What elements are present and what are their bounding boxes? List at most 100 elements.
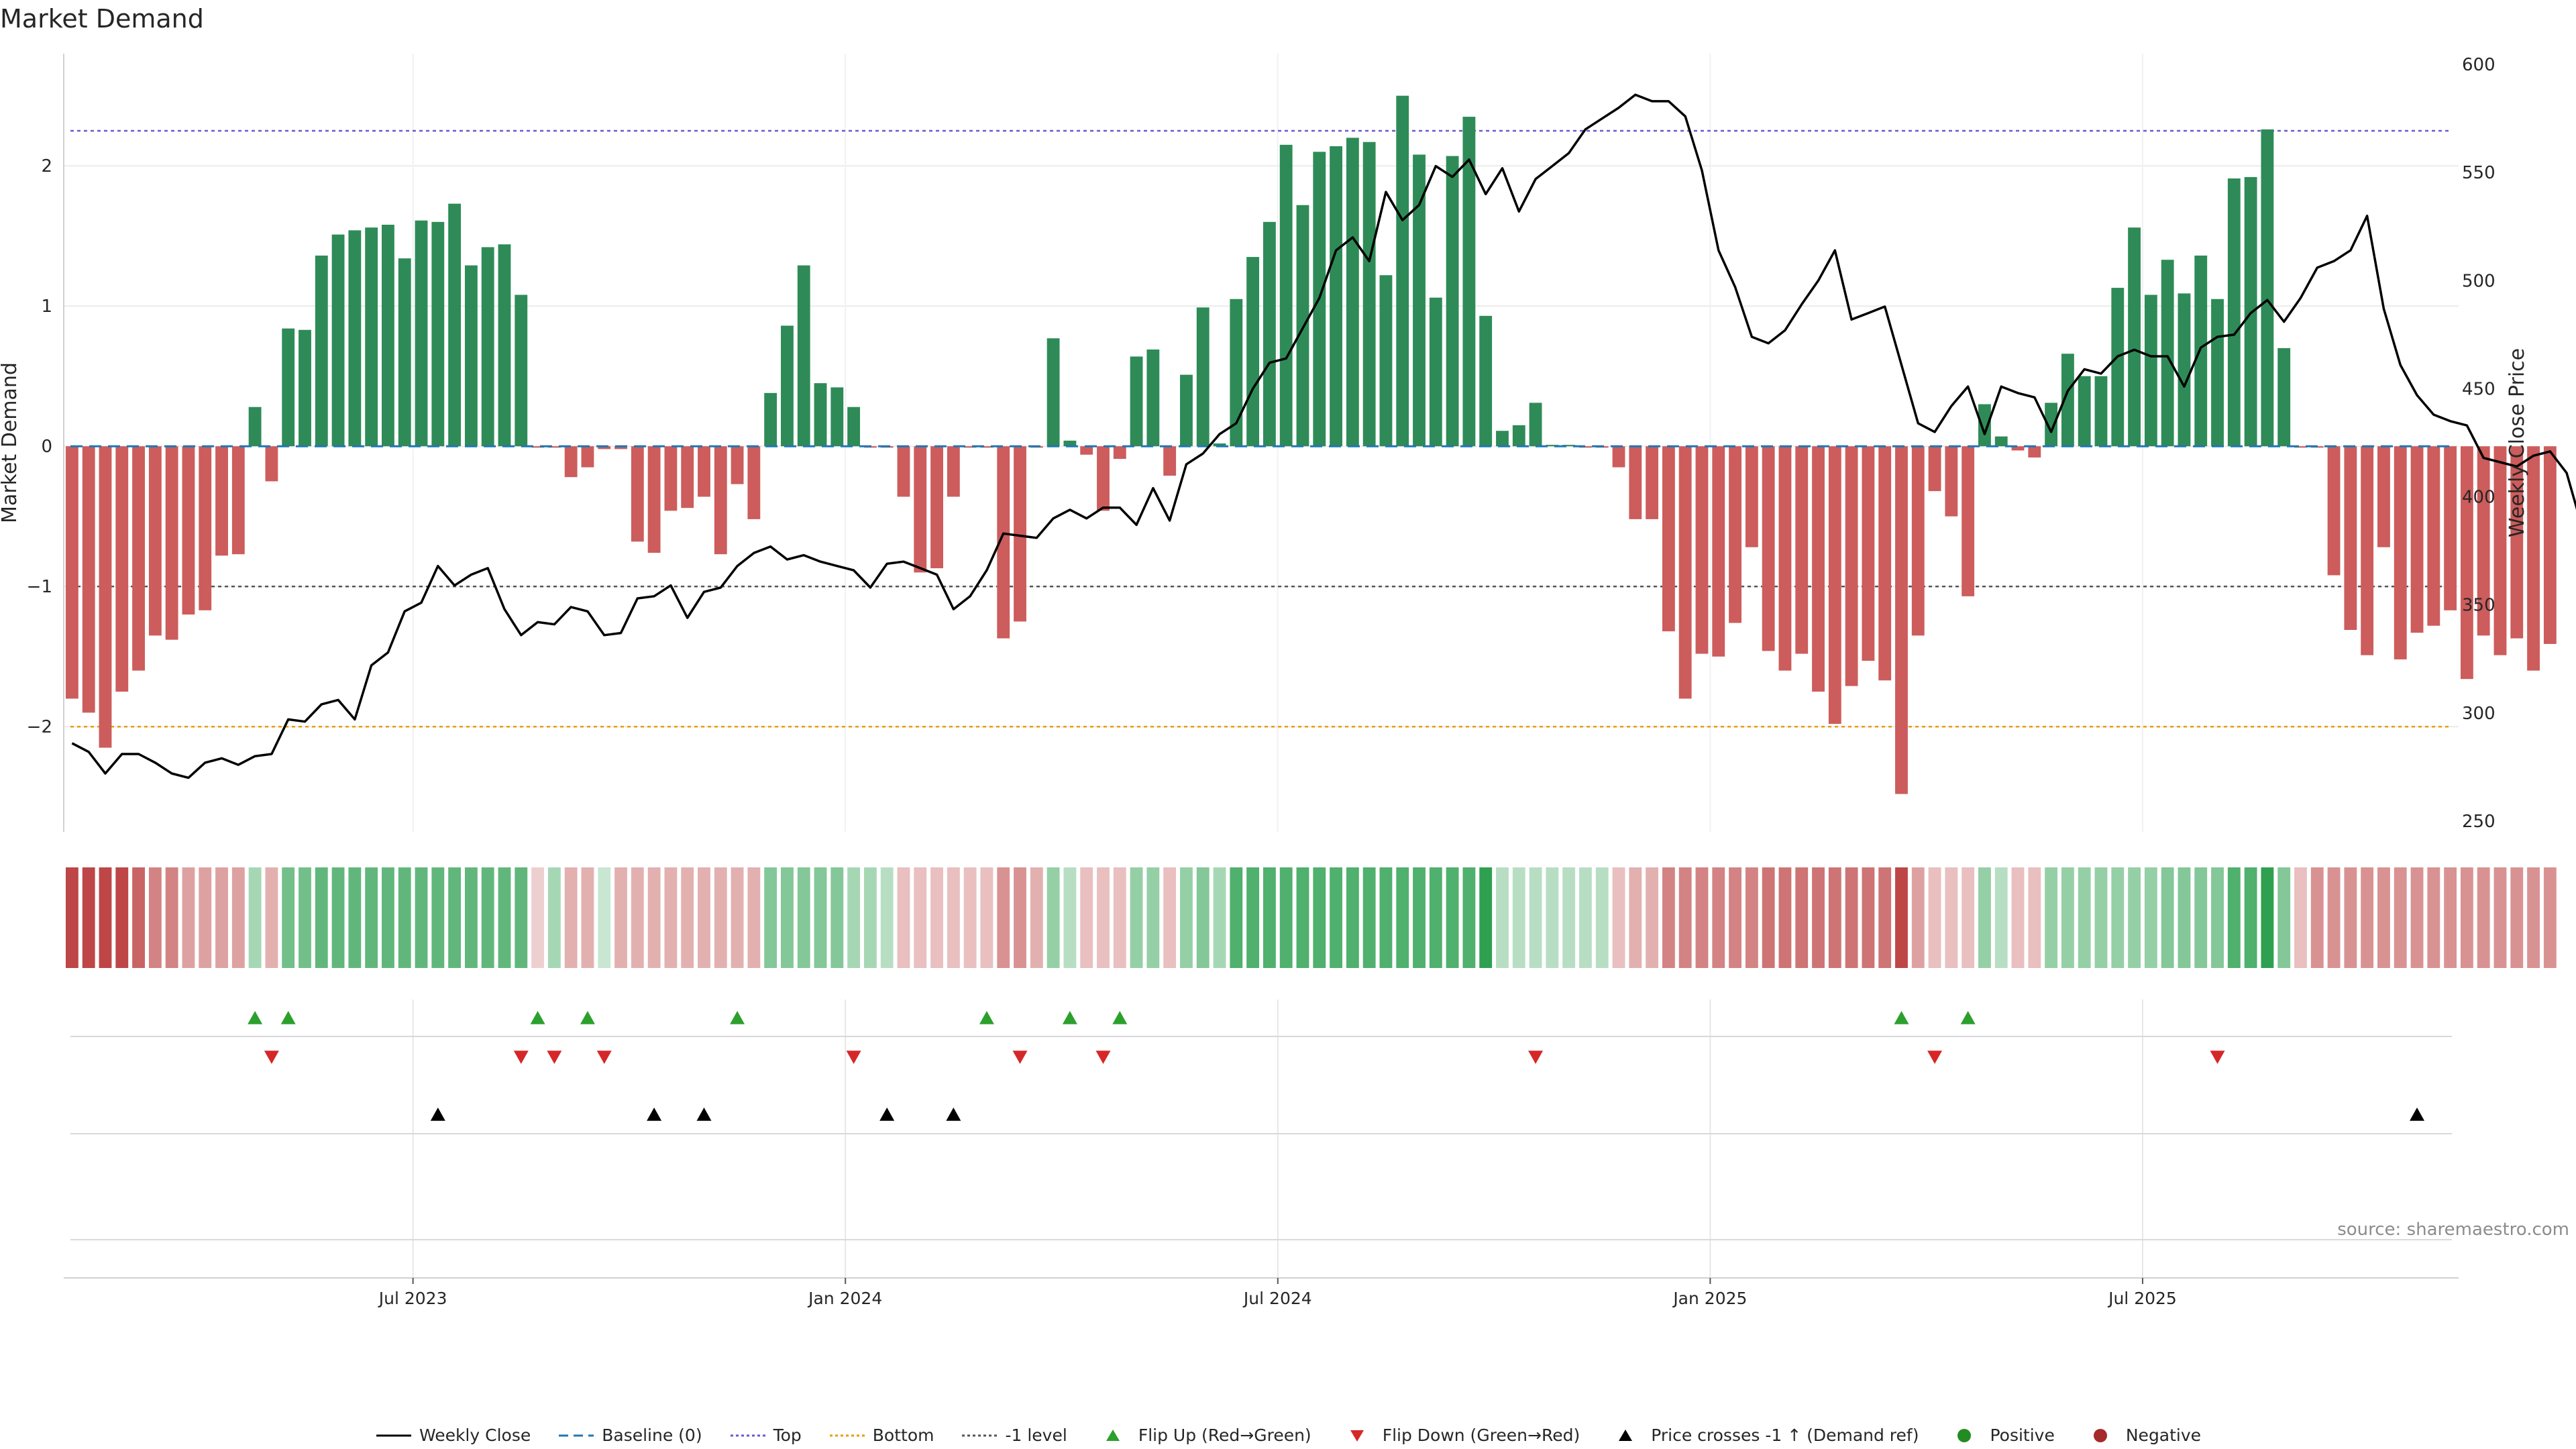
demand-bar	[1729, 446, 1741, 623]
flip-down-marker	[264, 1051, 279, 1064]
event-markers	[64, 1011, 2459, 1279]
demand-bar	[614, 446, 627, 449]
heat-cell	[498, 867, 511, 968]
heat-cell	[1097, 867, 1110, 968]
demand-bar	[2510, 446, 2524, 639]
heat-cell	[1296, 867, 1309, 968]
heat-cell	[1046, 867, 1060, 968]
heat-cell	[581, 867, 594, 968]
demand-bar	[1230, 299, 1243, 447]
legend-swatch	[1350, 1430, 1364, 1442]
demand-bar	[2543, 446, 2557, 644]
flip-up-marker	[730, 1011, 745, 1024]
heat-cell	[515, 867, 528, 968]
heat-cell	[2294, 867, 2307, 968]
demand-bar	[1512, 425, 1525, 447]
heat-cell	[2527, 867, 2540, 968]
flip-down-marker	[846, 1051, 861, 1064]
heat-cell	[2094, 867, 2108, 968]
y-tick-label: −1	[27, 577, 52, 597]
heat-cell	[914, 867, 927, 968]
heat-cell	[2427, 867, 2440, 968]
heat-cell	[448, 867, 462, 968]
demand-bar	[947, 446, 960, 497]
legend-label: Flip Up (Red→Green)	[1138, 1426, 1311, 1445]
demand-bar	[1146, 350, 1160, 447]
heat-cell	[1729, 867, 1741, 968]
demand-bar	[1213, 443, 1226, 447]
heat-cell	[2045, 867, 2058, 968]
heat-cell	[2510, 867, 2524, 968]
y2-tick-label: 500	[2462, 271, 2496, 291]
legend-label: Positive	[1990, 1426, 2055, 1445]
legend-item-flip_up: Flip Up (Red→Green)	[1094, 1426, 1311, 1445]
demand-bar	[731, 446, 744, 484]
demand-bar	[1928, 446, 1941, 492]
demand-bar	[431, 221, 445, 447]
demand-bar	[547, 446, 561, 448]
flip-down-marker	[2210, 1051, 2225, 1064]
heat-cell	[531, 867, 544, 968]
demand-bar	[1812, 446, 1825, 692]
heat-cell	[1994, 867, 2008, 968]
legend-item-negative: Negative	[2082, 1426, 2201, 1445]
demand-bar	[1196, 307, 1210, 447]
heat-cell	[2460, 867, 2473, 968]
y2-tick-label: 250	[2462, 812, 2496, 832]
demand-bar	[531, 446, 544, 448]
legend-item-top: Top	[729, 1426, 802, 1445]
demand-bar	[481, 247, 494, 447]
demand-bar	[1629, 446, 1642, 519]
flip-up-marker	[1960, 1011, 1976, 1024]
demand-bar	[2327, 446, 2341, 576]
heat-cell	[1978, 867, 1991, 968]
demand-bar	[1862, 446, 1875, 661]
y-tick-label: −2	[27, 717, 52, 737]
price-cross-marker	[696, 1108, 712, 1121]
legend-label: Bottom	[872, 1426, 934, 1445]
demand-bar	[2410, 446, 2424, 633]
heat-cell	[1446, 867, 1459, 968]
demand-bar	[814, 383, 827, 447]
heat-cell	[1313, 867, 1326, 968]
demand-bar	[1695, 446, 1709, 654]
demand-bar	[914, 446, 927, 573]
legend-item-minus1: -1 level	[961, 1426, 1067, 1445]
demand-bar	[464, 265, 478, 447]
heat-cell	[348, 867, 362, 968]
heat-cell	[2194, 867, 2208, 968]
demand-bar	[2477, 446, 2490, 636]
flip-up-marker	[979, 1011, 994, 1024]
demand-bar	[1745, 446, 1758, 547]
demand-bar	[2111, 288, 2125, 447]
demand-bar	[1878, 446, 1892, 681]
heat-cell	[165, 867, 178, 968]
demand-bar	[1579, 446, 1592, 448]
legend-item-baseline: Baseline (0)	[557, 1426, 702, 1445]
demand-bar	[1945, 446, 1958, 517]
heat-cell	[415, 867, 428, 968]
demand-bar	[2444, 446, 2457, 610]
heat-cell	[847, 867, 861, 968]
demand-bar	[1462, 117, 1476, 447]
flip-down-marker	[596, 1051, 612, 1064]
demand-bar	[647, 446, 661, 553]
heat-cell	[1512, 867, 1525, 968]
heat-cell	[1646, 867, 1659, 968]
y-tick-label: 1	[41, 297, 52, 317]
demand-bar	[930, 446, 943, 569]
y2-tick-label: 350	[2462, 596, 2496, 616]
demand-bar	[1546, 445, 1559, 447]
heat-cell	[1845, 867, 1858, 968]
demand-bar	[1612, 446, 1625, 468]
demand-bar	[1845, 446, 1858, 686]
demand-bars	[65, 95, 2557, 794]
heat-strip	[65, 867, 2557, 968]
demand-bar	[2394, 446, 2407, 659]
y2-tick-label: 550	[2462, 163, 2496, 183]
demand-bar	[1097, 446, 1110, 511]
heat-cell	[1546, 867, 1559, 968]
heat-cell	[698, 867, 710, 968]
heat-cell	[331, 867, 345, 968]
reference-lines	[70, 129, 2452, 728]
